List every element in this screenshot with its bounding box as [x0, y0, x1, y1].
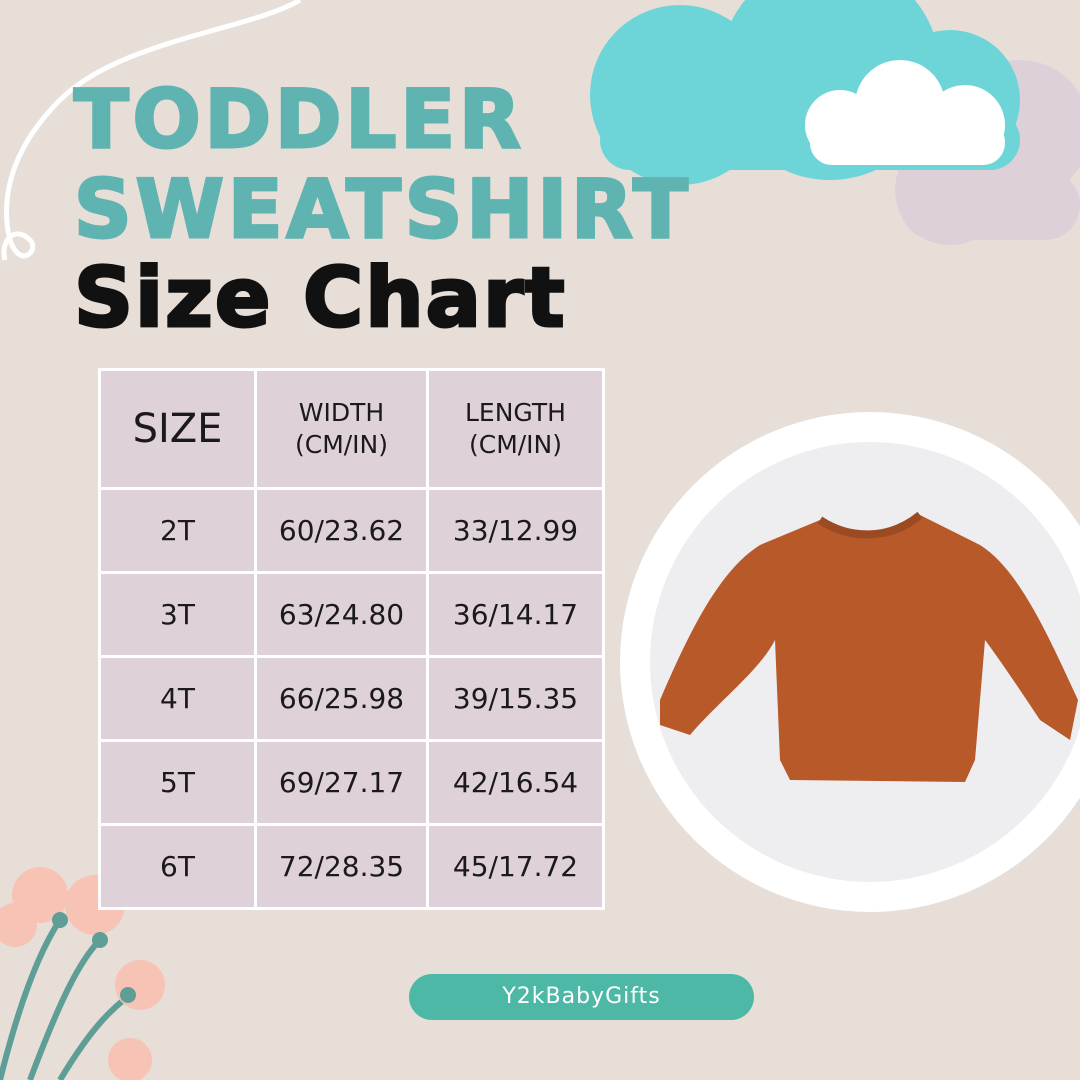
- header-length-unit: (CM/IN): [468, 430, 563, 459]
- cell-size: 2T: [98, 487, 257, 574]
- header-size: SIZE: [98, 368, 257, 490]
- cell-size: 3T: [98, 571, 257, 658]
- header-width-label: WIDTH: [298, 397, 385, 427]
- cell-length: 36/14.17: [426, 571, 605, 658]
- table-header-row: SIZE WIDTH (CM/IN) LENGTH (CM/IN): [98, 368, 605, 490]
- table-row: 6T 72/28.35 45/17.72: [98, 823, 605, 910]
- cell-width: 66/25.98: [254, 655, 429, 742]
- cell-size: 5T: [98, 739, 257, 826]
- cell-size: 4T: [98, 655, 257, 742]
- cell-width: 63/24.80: [254, 571, 429, 658]
- white-cloud-icon: [805, 60, 1005, 165]
- title-line-sweatshirt: SWEATSHIRT: [73, 163, 692, 256]
- header-length: LENGTH (CM/IN): [426, 368, 605, 490]
- shop-name-badge: Y2kBabyGifts: [409, 974, 754, 1020]
- size-chart-table: SIZE WIDTH (CM/IN) LENGTH (CM/IN) 2T 60/23.…: [98, 368, 605, 910]
- sweatshirt-image: [660, 511, 1078, 782]
- cell-length: 39/15.35: [426, 655, 605, 742]
- cell-length: 42/16.54: [426, 739, 605, 826]
- title-line-toddler: TODDLER: [73, 73, 525, 166]
- cell-width: 69/27.17: [254, 739, 429, 826]
- header-width-unit: (CM/IN): [294, 430, 389, 459]
- swirl-line: [1, 0, 302, 261]
- table-row: 5T 69/27.17 42/16.54: [98, 739, 605, 826]
- table-row: 2T 60/23.62 33/12.99: [98, 487, 605, 574]
- header-width: WIDTH (CM/IN): [254, 368, 429, 490]
- cell-width: 60/23.62: [254, 487, 429, 574]
- table-row: 3T 63/24.80 36/14.17: [98, 571, 605, 658]
- cell-length: 33/12.99: [426, 487, 605, 574]
- cell-width: 72/28.35: [254, 823, 429, 910]
- header-length-label: LENGTH: [465, 397, 566, 427]
- header-size-label: SIZE: [132, 406, 223, 452]
- cell-length: 45/17.72: [426, 823, 605, 910]
- cell-size: 6T: [98, 823, 257, 910]
- title-size-chart: Size Chart: [73, 251, 567, 346]
- table-row: 4T 66/25.98 39/15.35: [98, 655, 605, 742]
